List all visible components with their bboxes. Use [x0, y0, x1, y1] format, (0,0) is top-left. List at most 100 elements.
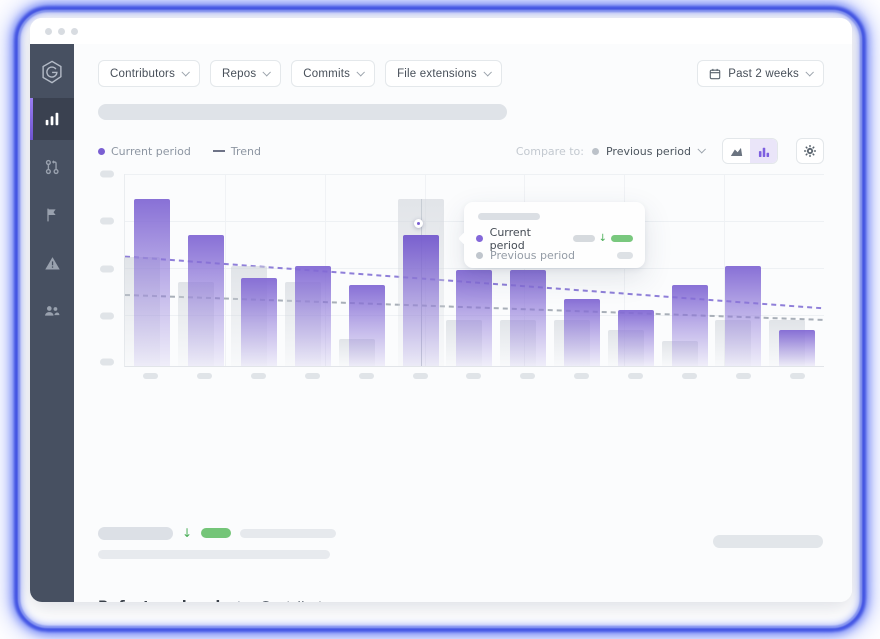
- chart-bar-group[interactable]: [715, 174, 770, 366]
- kpi-summary: ↓: [98, 526, 824, 562]
- titlebar: [30, 18, 852, 44]
- y-tick-skeleton: [100, 265, 114, 273]
- chart-plot-area[interactable]: Current period ↓ Previous period: [124, 174, 824, 367]
- gridline: [624, 174, 626, 366]
- y-tick-skeleton: [100, 358, 114, 366]
- tooltip-current-value-skeleton: [572, 235, 595, 242]
- chevron-down-icon: [181, 67, 190, 77]
- x-tick-skeleton: [735, 373, 751, 379]
- compare-period-select[interactable]: Previous period: [591, 145, 706, 158]
- window-dot-zoom[interactable]: [71, 27, 78, 35]
- legend-trend-dash-icon: [212, 150, 225, 152]
- chevron-down-icon: [262, 67, 272, 77]
- legend-current-label: Current period: [111, 144, 191, 158]
- chart-bar-group[interactable]: [554, 174, 609, 366]
- y-tick-skeleton: [100, 312, 114, 320]
- chevron-down-icon: [483, 67, 492, 77]
- chart-bar-group[interactable]: [338, 174, 394, 366]
- page-title-skeleton: [98, 104, 507, 120]
- bar-chart-toggle[interactable]: [750, 139, 777, 163]
- app-logo-icon[interactable]: [38, 58, 66, 86]
- legend-trend-label: Trend: [230, 144, 261, 158]
- sidebar-item-pull-requests[interactable]: [30, 146, 74, 188]
- window-dot-minimize[interactable]: [58, 27, 65, 35]
- chart-bar-group[interactable]: [607, 174, 663, 366]
- filter-file-extensions[interactable]: File extensions: [385, 60, 502, 87]
- x-axis-skeleton: [124, 373, 824, 383]
- y-tick-skeleton: [100, 217, 114, 225]
- bar-chart-icon: [45, 112, 59, 126]
- section-title: Refactored code: [98, 599, 230, 602]
- chart-settings-button[interactable]: [796, 138, 824, 164]
- sidebar-item-analytics[interactable]: [30, 98, 74, 140]
- current-period-bar: [671, 285, 708, 366]
- calendar-icon: [709, 68, 721, 79]
- users-icon: [45, 306, 60, 316]
- main-content: Contributors Repos Commits File extensions …: [74, 44, 852, 602]
- chart-bar-group[interactable]: [285, 174, 340, 366]
- x-tick-skeleton: [412, 373, 428, 379]
- x-tick-skeleton: [574, 373, 590, 379]
- group-by-select[interactable]: Contributor: [260, 599, 352, 602]
- hover-point-marker: [413, 219, 423, 229]
- sidebar: [30, 44, 74, 602]
- filter-repos[interactable]: Repos: [210, 60, 282, 87]
- date-range-button[interactable]: Past 2 weeks: [697, 60, 824, 87]
- tooltip-previous-value-skeleton: [617, 252, 633, 259]
- chart-bar-group[interactable]: [123, 174, 179, 366]
- current-period-bar: [295, 266, 332, 366]
- current-period-bar: [617, 310, 654, 366]
- section-by-label: by: [237, 600, 253, 602]
- sidebar-item-contributors[interactable]: [30, 290, 74, 332]
- pull-request-icon: [45, 159, 59, 175]
- chart-bar-group[interactable]: [394, 174, 448, 366]
- chart-bar-group[interactable]: [661, 174, 717, 366]
- compare-dot: [591, 147, 599, 155]
- chart-legend-row: Current period Trend Compare to: Previou…: [98, 138, 824, 164]
- tooltip-delta-skeleton: [611, 235, 633, 242]
- app-window: Contributors Repos Commits File extensions …: [30, 18, 852, 602]
- chart-bar-group[interactable]: [177, 174, 233, 366]
- filter-commits[interactable]: Commits: [291, 60, 376, 87]
- kpi-caption-skeleton: [240, 528, 337, 538]
- tooltip-current-dot: [476, 235, 483, 242]
- legend-trend: Trend: [212, 144, 261, 158]
- gridline: [125, 174, 824, 175]
- filter-bar: Contributors Repos Commits File extensions …: [98, 60, 824, 87]
- chart-type-toggle: [722, 138, 778, 164]
- tooltip-current-label: Current period: [489, 225, 531, 252]
- tooltip-previous-dot: [476, 252, 483, 259]
- current-period-bar: [510, 270, 547, 366]
- kpi-right-skeleton: [713, 535, 823, 548]
- legend-current-period: Current period: [98, 145, 191, 158]
- gridline: [224, 174, 226, 366]
- kpi-value-skeleton: [98, 526, 173, 540]
- chart-bar-group[interactable]: [500, 174, 555, 366]
- x-tick-skeleton: [197, 373, 213, 379]
- sidebar-item-alerts[interactable]: [30, 242, 74, 284]
- chart-bar-group[interactable]: [769, 174, 824, 366]
- x-tick-skeleton: [304, 373, 320, 379]
- window-dot-close[interactable]: [45, 27, 52, 35]
- chevron-down-icon: [342, 601, 352, 602]
- y-tick-skeleton: [100, 170, 114, 178]
- area-chart-toggle[interactable]: [723, 139, 750, 163]
- x-tick-skeleton: [466, 373, 482, 379]
- group-by-value: Contributor: [260, 599, 337, 602]
- chart-bar-group[interactable]: [446, 174, 502, 366]
- x-tick-skeleton: [251, 373, 267, 379]
- x-tick-skeleton: [358, 373, 374, 379]
- area-chart-icon: [730, 147, 743, 156]
- x-tick-skeleton: [681, 373, 697, 379]
- legend-current-dot: [98, 147, 105, 155]
- current-period-bar: [187, 235, 224, 366]
- filter-contributors[interactable]: Contributors: [98, 60, 201, 87]
- current-period-bar: [564, 298, 600, 366]
- window-glow-frame: [14, 6, 866, 632]
- x-tick-skeleton: [520, 373, 536, 379]
- sidebar-item-flags[interactable]: [30, 194, 74, 236]
- chart-bar-group[interactable]: [231, 174, 287, 366]
- compare-to-label: Compare to:: [515, 144, 584, 158]
- window-glow-frame-inner: [18, 10, 862, 628]
- warning-triangle-icon: [44, 256, 60, 269]
